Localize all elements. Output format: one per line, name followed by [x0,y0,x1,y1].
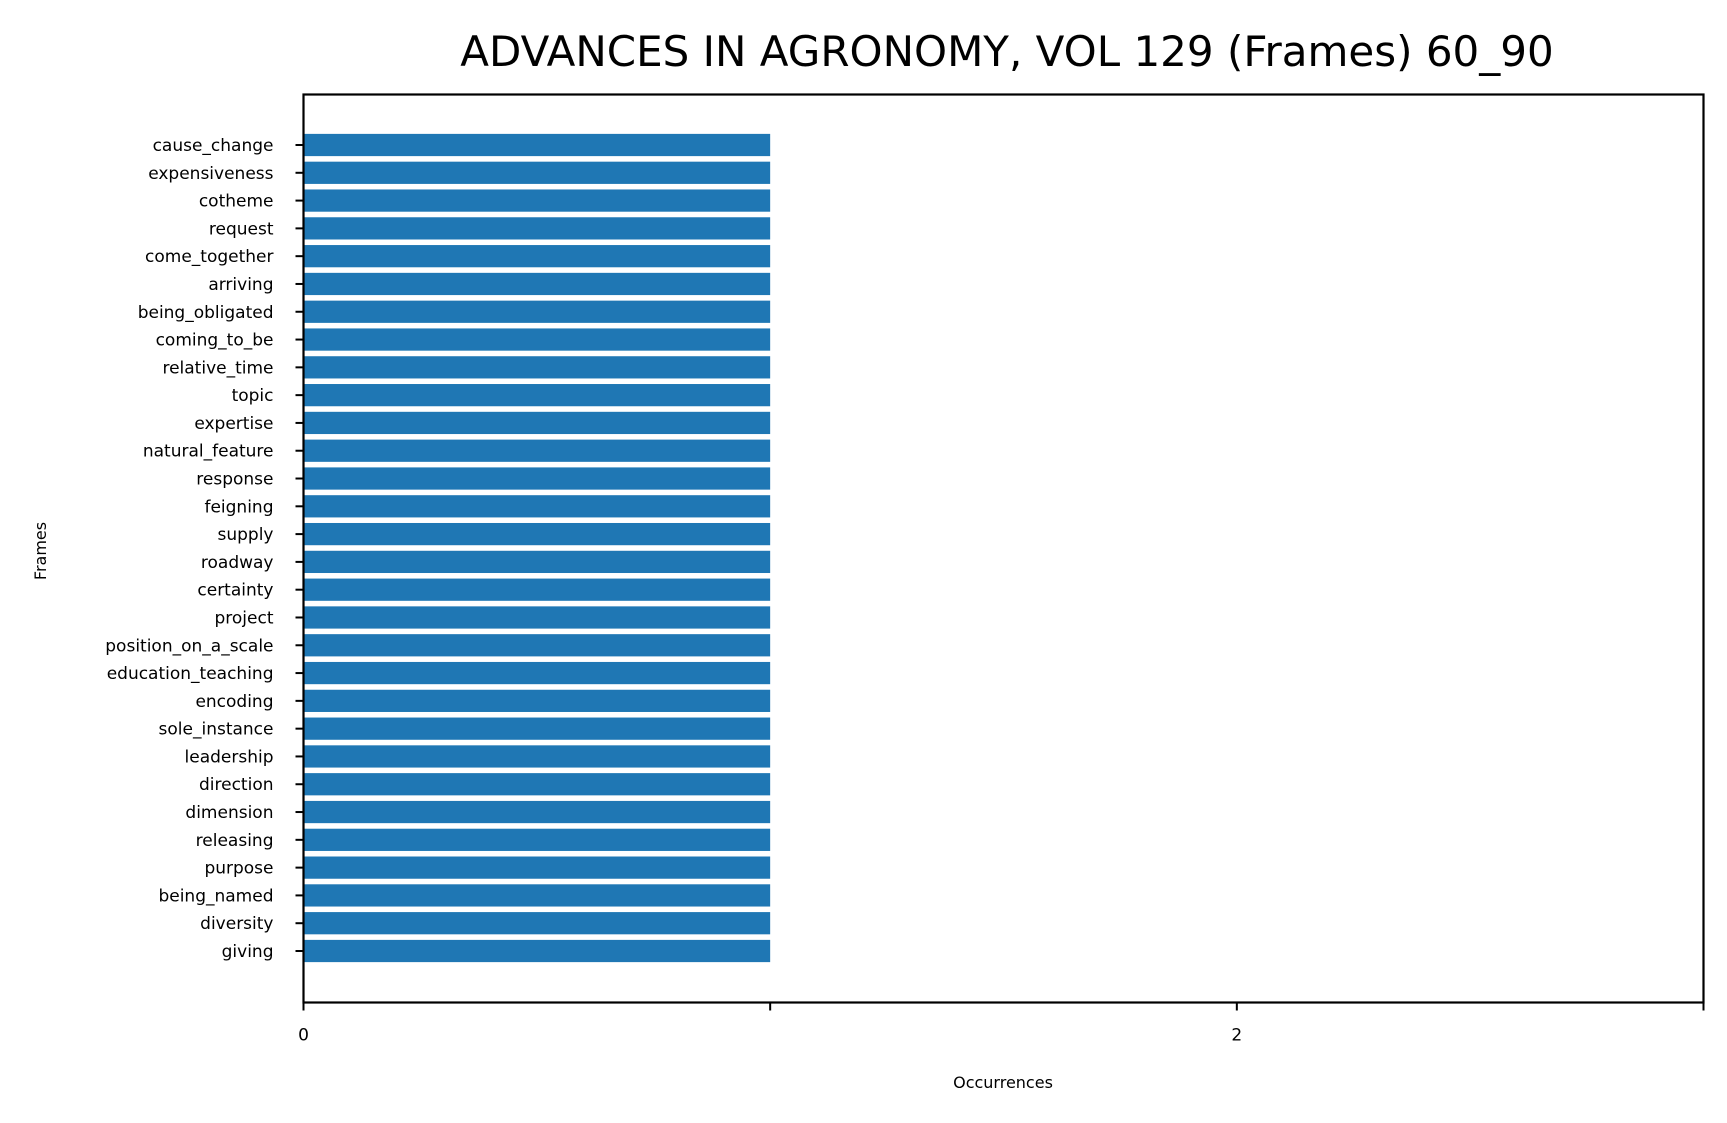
y-tick-label: encoding [195,692,273,712]
bar [303,578,771,601]
chart-title: ADVANCES IN AGRONOMY, VOL 129 (Frames) 6… [460,27,1553,76]
bar [303,939,771,963]
x-tick-label: 2 [1231,1026,1242,1046]
plot-frame [302,93,1705,1004]
y-axis-label: Frames [31,522,50,580]
y-tick-label: sole_instance [159,720,274,740]
x-tick-label: 0 [298,1026,309,1046]
y-tick-label: position_on_a_scale [105,636,273,656]
y-tick-label: being_obligated [138,303,274,323]
y-tick-label: cause_change [153,136,274,156]
bars-group [303,133,771,963]
y-tick-label: come_together [145,247,273,267]
bar [303,884,771,907]
bar [303,384,771,407]
bar [303,550,771,574]
bar [303,661,771,685]
y-tick-label: education_teaching [107,664,274,684]
y-tick-label: giving [222,942,274,962]
bar [303,272,771,296]
bar [303,217,771,240]
y-tick-label: direction [199,775,274,795]
bar [303,828,771,851]
bar [303,189,771,212]
bar [303,634,771,657]
bar [303,245,771,268]
y-tick-label: project [214,608,273,628]
bar [303,717,771,740]
y-tick-label: coming_to_be [156,331,274,351]
bar [303,328,771,351]
bar [303,467,771,490]
bar [303,745,771,768]
y-tick-label: feigning [204,497,273,517]
bar [303,439,771,462]
bar [303,133,771,157]
y-tick-label: cotheme [199,192,274,212]
bar [303,495,771,518]
bar [303,411,771,435]
y-tick-label: response [196,470,273,490]
bar [303,912,771,935]
bar [303,356,771,379]
bar [303,300,771,323]
y-tick-label: releasing [196,831,274,851]
bar [303,689,771,712]
y-tick-label: certainty [197,581,273,601]
bar [303,800,771,824]
bar [303,161,771,184]
y-tick-label: arriving [208,275,273,295]
y-ticks-group: cause_change expensiveness cotheme request c… [105,136,304,962]
y-tick-label: diversity [200,914,273,934]
bar [303,522,771,546]
y-tick-label: expertise [194,414,273,434]
y-tick-label: being_named [158,886,273,906]
bar [303,856,771,879]
y-tick-label: supply [218,525,274,545]
bar [303,773,771,796]
y-tick-label: topic [232,386,274,406]
y-tick-label: leadership [185,747,274,767]
y-tick-label: relative_time [162,358,273,378]
x-axis-label: Occurrences [953,1073,1053,1092]
y-tick-label: natural_feature [143,442,274,462]
y-tick-label: dimension [185,803,273,823]
y-tick-label: expensiveness [148,164,273,184]
y-tick-label: request [209,219,274,239]
y-tick-label: roadway [201,553,274,573]
y-tick-label: purpose [204,859,273,879]
bar [303,606,771,629]
